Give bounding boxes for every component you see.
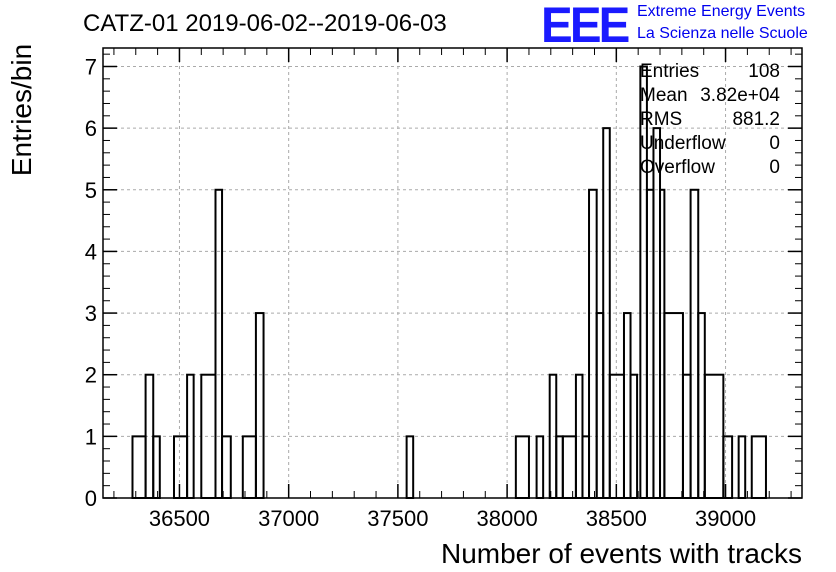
histogram-bin [131,435,147,500]
y-tick-label: 4 [85,239,97,264]
histogram-bin [535,435,545,500]
histogram-bin [152,435,161,500]
y-tick-label: 5 [85,178,97,203]
stat-underflow: Underflow 0 [640,133,780,154]
histogram-bin [172,435,189,500]
histogram-bin [722,435,734,500]
histogram-bin [561,435,577,500]
y-tick-label: 7 [85,54,97,79]
histogram-bin [405,435,415,500]
y-tick-label: 0 [85,486,97,511]
y-tick-label: 6 [85,116,97,141]
plot-frame [102,47,803,499]
histogram-bin [186,373,195,500]
x-tick-label: 37000 [258,506,319,531]
histogram-bin [588,188,598,499]
x-tick-label: 38500 [586,506,647,531]
histogram-bin [254,312,265,499]
stat-overflow: Overflow 0 [640,157,780,178]
logo-line-1: Extreme Energy Events [637,3,806,20]
histogram-bin [750,435,767,500]
tick-labels: 36500 37000 37500 38000 38500 39000 0 1 2 3 4 5 6 7 [85,54,756,531]
x-tick-label: 38000 [477,506,538,531]
x-axis-label: Number of events with tracks [440,538,802,569]
y-axis-label: Entries/bin [6,43,37,177]
y-tick-label: 1 [85,424,97,449]
y-tick-label: 3 [85,301,97,326]
histogram-bin [663,312,684,499]
histogram-bin [221,435,232,500]
x-tick-label: 39000 [695,506,756,531]
stat-mean: Mean 3.82e+04 [640,85,780,106]
histogram-bin [514,435,530,500]
histogram-bin [689,188,700,499]
chart-title: CATZ-01 2019-06-02--2019-06-03 [83,10,447,37]
x-tick-label: 36500 [149,506,210,531]
stat-rms: RMS 881.2 [640,109,780,130]
x-tick-label: 37500 [367,506,428,531]
histogram-bin [703,373,725,500]
stats-box: Entries 108 Mean 3.82e+04 RMS 881.2 Underfl… [640,60,780,180]
y-tick-label: 2 [85,363,97,388]
stat-entries: Entries 108 [640,61,780,82]
eee-logo: EEE [541,0,630,53]
axes [102,47,803,499]
logo-line-2: La Scienza nelle Scuole [637,25,808,42]
histogram-bin [737,435,747,500]
histogram-bin [241,435,257,500]
